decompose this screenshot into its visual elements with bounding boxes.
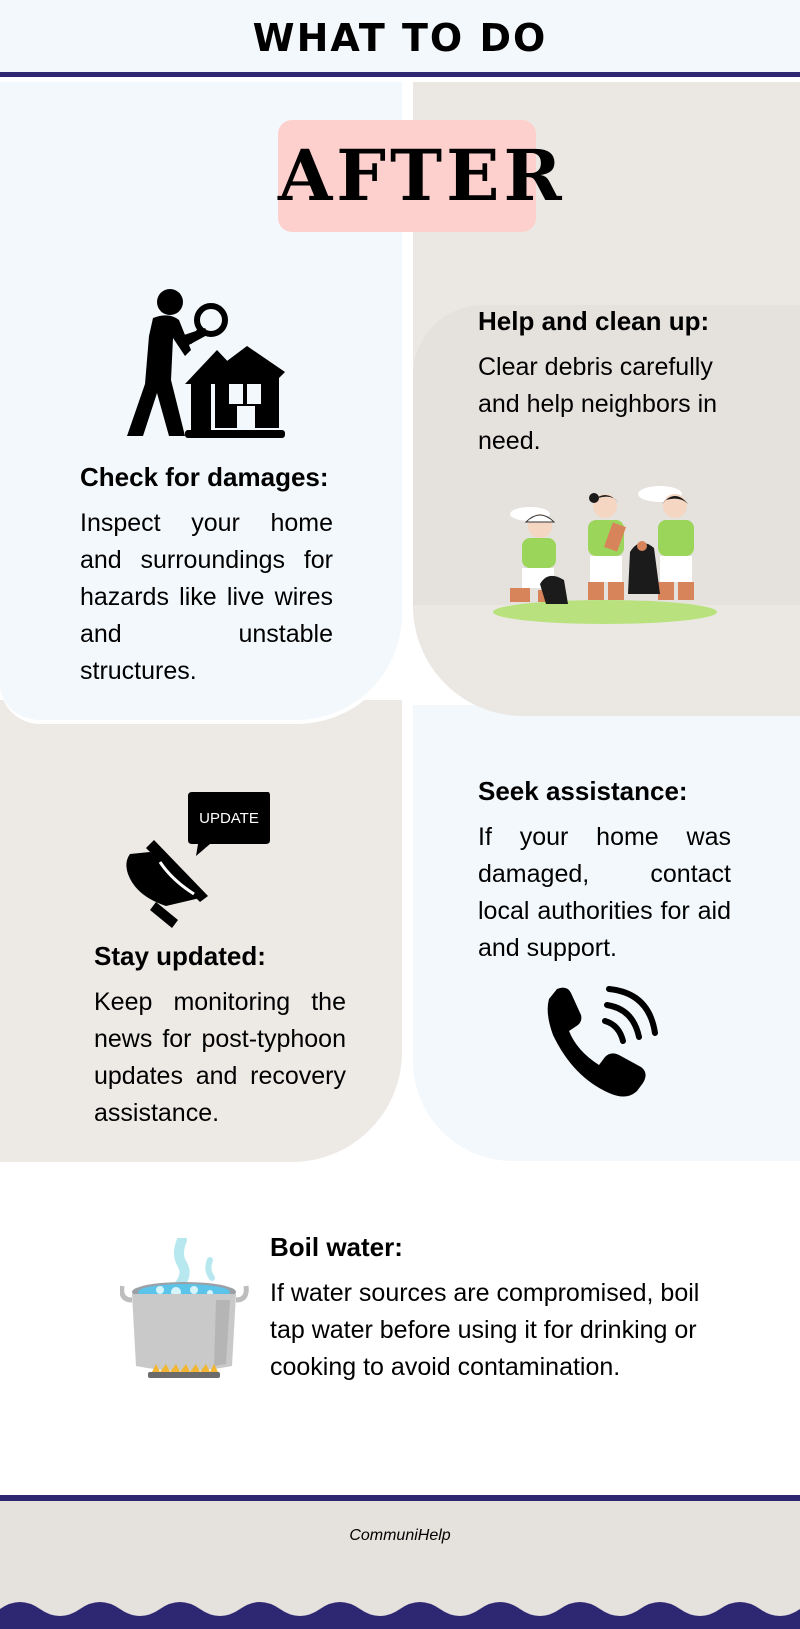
footer-brand: CommuniHelp	[349, 1527, 451, 1544]
megaphone-icon: UPDATE	[126, 792, 270, 928]
section-title: Check for damages:	[80, 462, 329, 492]
panel-bottom-left	[0, 700, 402, 1162]
after-label: AFTER	[278, 134, 566, 217]
section-text: If your home was damaged, contact local …	[478, 823, 731, 962]
section-stay-updated: Stay updated: Keep monitoring the news f…	[94, 941, 346, 1132]
cleanup-people-illustration	[493, 486, 717, 624]
update-bubble-label: UPDATE	[199, 810, 259, 827]
section-title: Boil water:	[270, 1232, 403, 1262]
section-text: Clear debris carefully and help neighbor…	[478, 353, 718, 455]
after-badge: AFTER	[278, 120, 566, 232]
section-text: Inspect your home and surroundings for h…	[80, 509, 333, 685]
section-title: Help and clean up:	[478, 306, 710, 336]
phone-icon	[547, 986, 658, 1097]
wave-decoration	[0, 1602, 800, 1629]
section-text: Keep monitoring the news for post-typhoo…	[94, 988, 346, 1127]
section-seek-assistance: Seek assistance: If your home was damage…	[478, 776, 731, 967]
footer: CommuniHelp	[0, 1495, 800, 1629]
boiling-pot-icon	[120, 1238, 249, 1378]
house-inspection-icon	[127, 289, 285, 438]
header: WHAT TO DO	[0, 0, 800, 77]
section-boil-water: Boil water: If water sources are comprom…	[270, 1232, 740, 1386]
section-check-damages: Check for damages: Inspect your home and…	[80, 462, 333, 690]
section-text: If water sources are compromised, boil t…	[270, 1279, 700, 1381]
section-title: Stay updated:	[94, 941, 266, 971]
section-help-clean: Help and clean up: Clear debris carefull…	[478, 306, 748, 460]
page-title: WHAT TO DO	[252, 16, 548, 60]
section-title: Seek assistance:	[478, 776, 688, 806]
